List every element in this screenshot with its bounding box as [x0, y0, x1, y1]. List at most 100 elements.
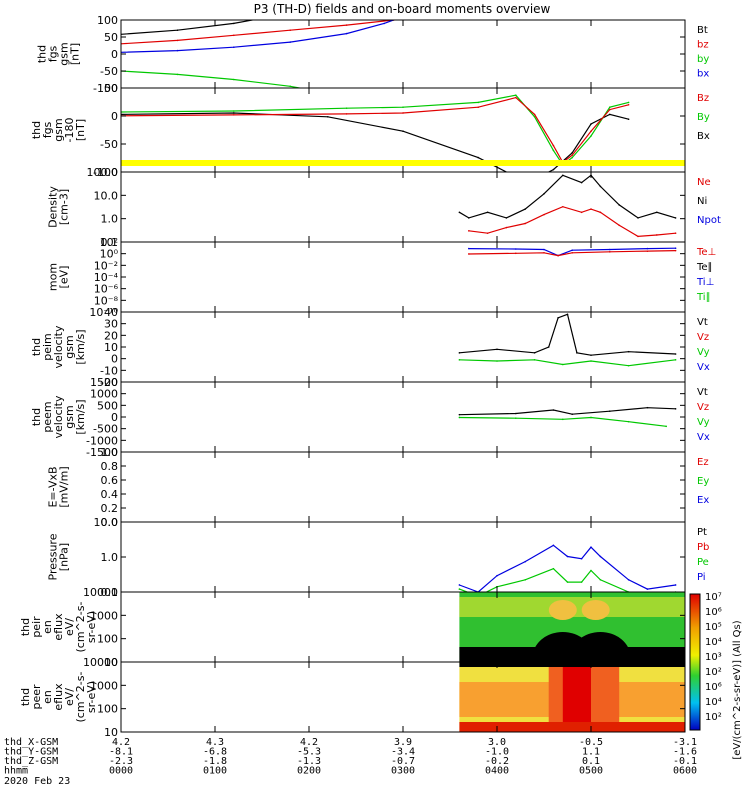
heatmap-peir_spec: [459, 592, 685, 662]
panel-frame: [120, 451, 686, 523]
legend-entry: Npot: [697, 215, 721, 226]
point-Ni: [637, 217, 639, 219]
ytick-label: -1000: [86, 434, 118, 447]
ytick-label: 10⁻¹⁰: [89, 306, 118, 319]
point-Te⊥: [571, 251, 573, 254]
legend-entry: Vx: [697, 432, 710, 443]
ephemeris-value: 3.0: [488, 737, 506, 748]
ylabel-text: [nT]: [74, 119, 87, 141]
ylabel-efield: E=-VxB[mV/m]: [47, 466, 71, 507]
ytick-label: 1000: [90, 679, 118, 692]
point-Pi: [496, 574, 498, 577]
lines-fgs_gsm: [121, 20, 401, 96]
ephemeris-value: -1.8: [203, 756, 227, 767]
ytick-label: 0.1: [101, 236, 119, 249]
colorbar-tick: 10⁶: [705, 607, 722, 618]
series-bx: [121, 20, 396, 53]
point-Vy: [458, 359, 461, 361]
ytick-label: 100.0: [87, 166, 119, 179]
point-Vt: [609, 410, 611, 412]
panel-efield: 1.00.80.60.40.20.0 E=-VxB[mV/m] Ez Ey Ex: [47, 446, 710, 529]
point-Ti⊥: [674, 247, 677, 250]
series-Bx: [121, 112, 629, 172]
ephemeris-value: -0.1: [673, 756, 697, 767]
ylabel-text: [mV/m]: [58, 466, 71, 507]
ylabel-density: Density[cm-3]: [47, 186, 71, 228]
ephemeris-value: 0400: [485, 766, 509, 777]
point-By: [477, 101, 480, 104]
panel-peer_spec: 10000 1000 100 10 thdpeerenefluxeV/(cm^2-s-s…: [19, 656, 686, 739]
series-Ne: [468, 206, 676, 238]
ytick-label: 0: [111, 110, 118, 123]
legend-entry: Vt: [697, 387, 708, 398]
ephemeris-value: 0100: [203, 766, 227, 777]
ephemeris-value: -1.0: [485, 747, 509, 758]
point-Ne: [637, 235, 639, 238]
legend-entry: Ni: [697, 196, 707, 207]
point-Vt: [515, 412, 517, 415]
ylabel-text: peem: [41, 401, 54, 432]
point-Pi: [524, 560, 526, 563]
lines-peem_vel: [458, 406, 677, 428]
legend-entry: Vy: [697, 347, 710, 358]
point-Ne: [674, 232, 677, 234]
point-bz: [289, 29, 292, 32]
ephemeris-value: 3.9: [394, 737, 412, 748]
ephemeris-value: 0.1: [582, 756, 600, 767]
ylabel-text: [eV]: [58, 266, 71, 289]
ylabel-text: (cm^2-s-: [74, 672, 87, 723]
point-Te⊥: [557, 254, 559, 257]
colorbar-tick: 10³: [705, 652, 722, 663]
legend-entry: by: [697, 54, 709, 65]
point-By: [402, 106, 404, 108]
ephemeris-value: -0.7: [391, 756, 415, 767]
point-Pi: [599, 555, 602, 558]
ylabel-text: E=-VxB: [47, 466, 60, 507]
point-bz: [233, 34, 235, 37]
series-Vt: [459, 313, 676, 356]
point-By: [571, 156, 573, 159]
colorbar: 10⁷ 10⁶ 10⁵ 10⁴ 10³ 10² 10⁶ 10⁴ 10² [eV/(cm^2-s-s…: [689, 592, 743, 760]
point-Ne: [599, 211, 602, 214]
point-bx: [345, 32, 348, 35]
ephemeris-value: -5.3: [297, 747, 321, 758]
point-Pi: [580, 557, 583, 560]
ephemeris-value: -3.4: [391, 747, 415, 758]
colorbar-tick: 10⁷: [705, 592, 722, 603]
ytick-label: 20: [104, 329, 118, 342]
legend-entry: Ti⊥: [696, 277, 714, 288]
panel-frame: [120, 381, 686, 453]
ylabel-text: en: [41, 620, 54, 634]
point-bx: [383, 22, 386, 25]
ytick-label: 100: [97, 14, 118, 27]
ytick-label: 1500: [90, 376, 118, 389]
ylabel-text: thd: [19, 688, 32, 706]
ylabel-text: gsm: [63, 335, 76, 358]
ytick-label: -10: [100, 364, 118, 377]
legend-entry: By: [697, 112, 710, 123]
ytick-label: 10: [104, 656, 118, 669]
point-bx: [176, 49, 179, 52]
ytick-label: 10: [104, 726, 118, 739]
ytick-label: 30: [104, 318, 118, 331]
series-Ni: [459, 174, 676, 219]
colorbar-bar: [689, 593, 701, 731]
point-by: [346, 94, 348, 96]
ytick-label: -20: [100, 376, 118, 389]
legend-entry: Ez: [697, 457, 709, 468]
ylabel-text: gsm: [52, 118, 65, 141]
ylabel-text: fgs: [47, 45, 60, 62]
point-Ni: [458, 211, 461, 214]
ytick-label: 0.4: [101, 488, 119, 501]
point-Bz: [609, 108, 611, 111]
point-Bx: [402, 130, 404, 132]
ylabel-text: eflux: [52, 613, 65, 641]
point-Te⊥: [646, 250, 649, 252]
point-Ti⊥: [515, 248, 517, 250]
ytick-label: -100: [93, 82, 118, 95]
ephemeris-value: 4.2: [300, 737, 318, 748]
